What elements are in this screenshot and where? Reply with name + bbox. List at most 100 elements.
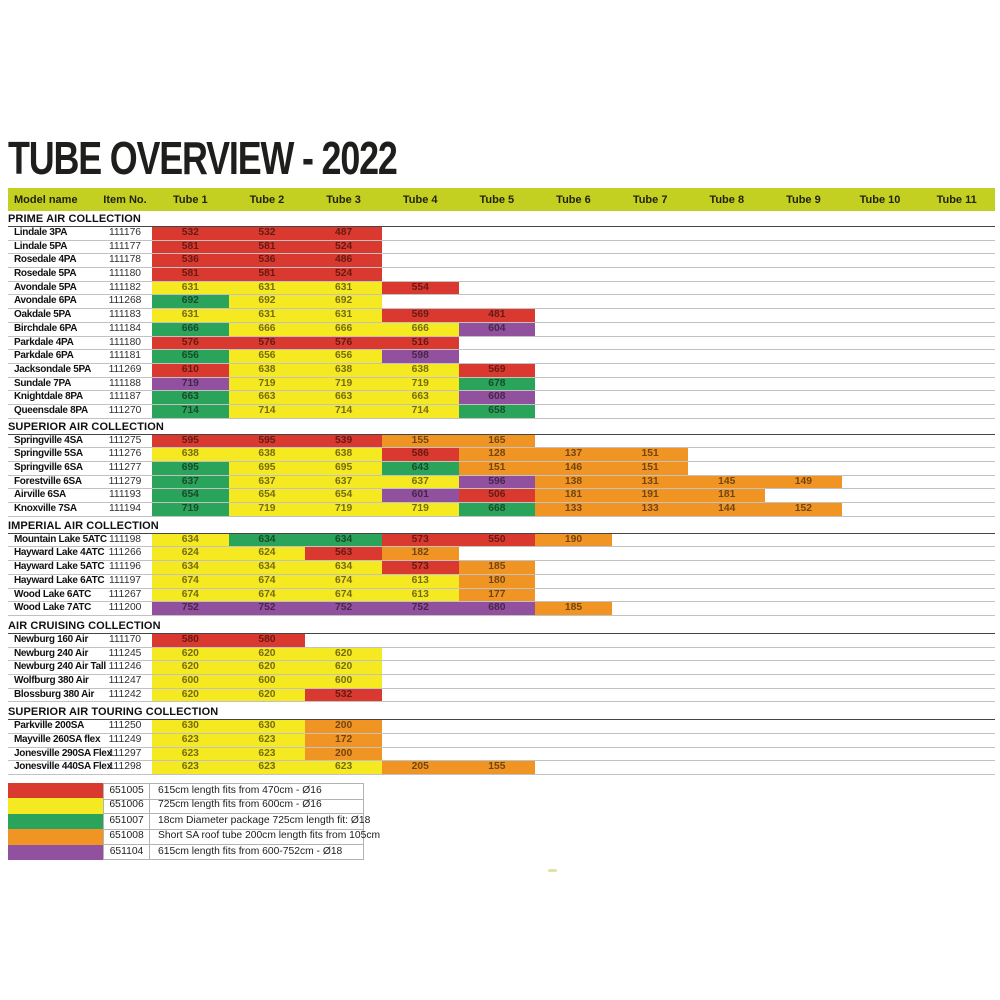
empty-tube-cell [842,337,919,350]
empty-tube-cell [612,534,689,547]
model-name: Birchdale 6PA [14,322,78,334]
model-name: Wolfburg 380 Air [14,674,89,686]
empty-tube-cell [688,761,765,774]
header-item-label: Item No. [103,193,147,206]
empty-tube-cell [765,634,842,647]
empty-tube-cell [842,364,919,377]
empty-tube-cell [688,309,765,322]
table-row: Lindale 3PA 111176 532 532 487 [8,227,995,241]
empty-tube-cell [535,254,612,267]
empty-tube-cell [765,391,842,404]
tube-cell: 586 [381,448,459,462]
model-name: Jonesville 290SA Flex [14,747,112,759]
tube-cell: 674 [305,588,382,602]
empty-tube-cell [842,503,919,516]
empty-tube-cell [688,227,765,240]
tube-cell: 695 [305,462,382,475]
legend-description: Short SA roof tube 200cm length fits fro… [150,829,380,845]
empty-tube-cell [382,661,459,674]
item-number: 111275 [108,434,142,446]
model-name: Knightdale 8PA [14,391,83,403]
empty-tube-cell [765,675,842,688]
tube-cell: 719 [305,377,382,391]
tube-cell: 634 [228,533,306,547]
empty-tube-cell [382,734,459,747]
empty-tube-cell [612,364,689,377]
tube-cell: 620 [152,688,229,702]
table-row: Rosedale 5PA 111180 581 581 524 [8,268,995,282]
empty-tube-cell [765,241,842,254]
empty-tube-cell [382,720,459,733]
empty-tube-cell [612,748,689,761]
empty-tube-cell [535,734,612,747]
tube-cell: 620 [228,661,306,674]
tube-cell: 600 [228,674,306,688]
collection-heading: SUPERIOR AIR COLLECTION [8,421,995,435]
header-tube-label: Tube 7 [632,193,668,206]
empty-tube-cell [918,534,995,547]
empty-tube-cell [459,689,536,702]
tube-cell: 185 [458,561,536,574]
empty-tube-cell [612,350,689,363]
header-tube-label: Tube 1 [172,193,208,206]
empty-tube-cell [688,661,765,674]
empty-tube-cell [612,254,689,267]
tube-cell: 666 [305,322,382,336]
table-row: Parkdale 6PA 111181 656 656 656 598 [8,350,995,364]
empty-tube-cell [688,241,765,254]
tube-cell: 634 [305,533,382,547]
model-name: Rosedale 4PA [14,254,77,266]
tube-cell: 719 [305,503,382,516]
model-name: Lindale 5PA [14,240,68,252]
tube-cell: 486 [305,254,382,268]
empty-tube-cell [842,254,919,267]
empty-tube-cell [765,534,842,547]
empty-tube-cell [765,489,842,502]
empty-tube-cell [612,227,689,240]
legend-row: 651008 Short SA roof tube 200cm length fi… [8,829,388,845]
tube-cell: 524 [305,268,382,281]
empty-tube-cell [535,634,612,647]
table-row: Forestville 6SA 111279 637 637 637 637 596 138 1… [8,475,995,490]
table-row: Newburg 240 Air Tall 111246 620 620 620 [8,661,995,675]
legend-row: 651006 725cm length fits from 600cm - Ø16 [8,798,388,815]
tube-cell: 596 [458,475,536,489]
tube-cell: 623 [305,761,382,775]
tube-cell: 581 [152,268,229,281]
tube-cell: 674 [152,588,229,602]
table-row: Wood Lake 7ATC 111200 752 752 752 752 680 185 [8,602,995,616]
tube-table: Model name Item No. Tube 1 Tube 2 Tube 3 Tu… [8,188,995,776]
table-row: Springville 6SA 111277 695 695 695 643 151 146 1… [8,462,995,476]
empty-tube-cell [459,547,536,560]
empty-tube-cell [688,689,765,702]
tube-cell: 581 [152,240,229,254]
table-row: Newburg 240 Air 111245 620 620 620 [8,647,995,662]
empty-tube-cell [612,378,689,391]
model-name: Newburg 240 Air [14,647,89,659]
tube-cell: 620 [152,661,229,674]
item-number: 111297 [108,747,142,759]
tube-cell: 205 [381,761,459,775]
model-name: Knoxville 7SA [14,503,77,515]
table-row: Hayward Lake 4ATC 111266 624 624 563 182 [8,547,995,562]
empty-tube-cell [382,268,459,281]
empty-tube-cell [382,295,459,308]
empty-tube-cell [612,309,689,322]
tube-cell: 666 [152,322,229,336]
empty-tube-cell [765,378,842,391]
model-name: Avondale 5PA [14,281,77,293]
empty-tube-cell [612,648,689,661]
empty-tube-cell [842,350,919,363]
empty-tube-cell [688,720,765,733]
model-name: Hayward Lake 6ATC [14,574,105,586]
legend-item-number: 651006 [103,798,150,815]
empty-tube-cell [535,561,612,574]
empty-tube-cell [612,734,689,747]
empty-tube-cell [842,720,919,733]
tube-cell: 576 [228,336,306,350]
empty-tube-cell [842,435,919,448]
table-row: Lindale 5PA 111177 581 581 524 [8,240,995,255]
empty-tube-cell [918,661,995,674]
empty-tube-cell [688,435,765,448]
tube-cell: 674 [305,574,382,588]
